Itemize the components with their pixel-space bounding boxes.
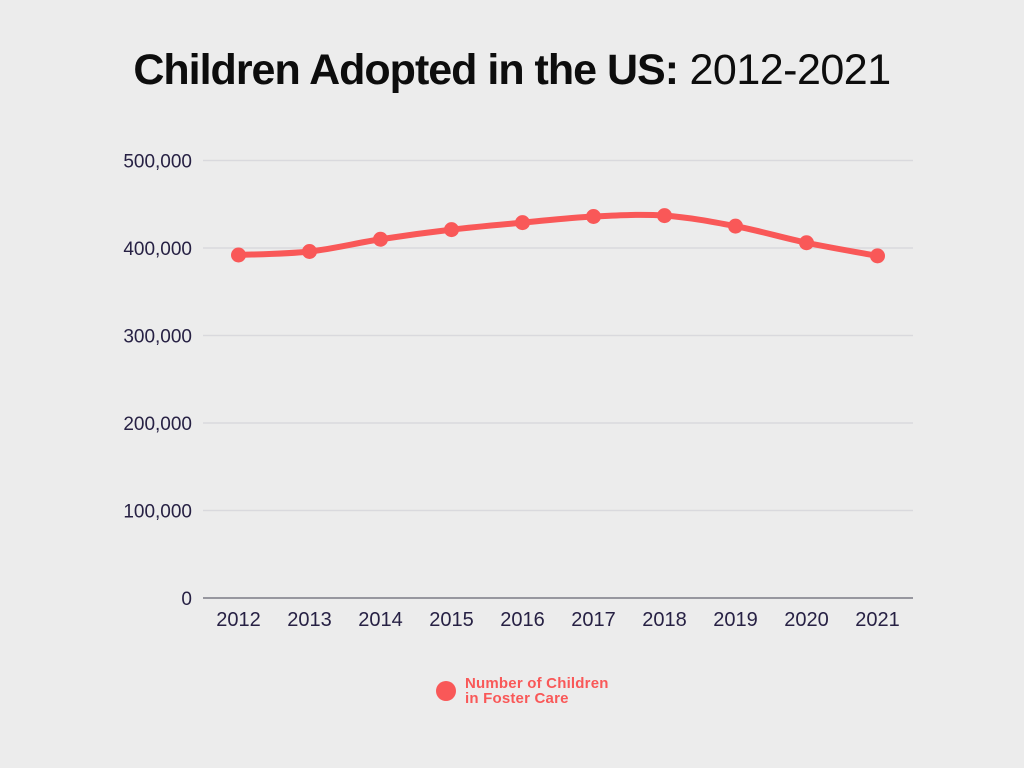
chart-title-years: 2012-2021	[678, 46, 891, 94]
x-tick-label: 2015	[429, 609, 474, 631]
data-point-marker	[657, 208, 672, 224]
chart-title-main: Children Adopted in the US:	[133, 46, 679, 94]
series-line	[235, 211, 881, 259]
data-point-marker	[870, 248, 885, 264]
data-point-marker	[586, 209, 601, 224]
legend-label-line1: Number of Children	[465, 675, 609, 692]
x-tick-label: 2021	[855, 609, 900, 631]
data-point-marker	[444, 222, 459, 238]
x-tick-label: 2019	[713, 609, 758, 631]
x-tick-label: 2016	[500, 609, 545, 631]
y-tick-label: 300,000	[123, 327, 192, 348]
x-tick-label: 2012	[216, 609, 261, 631]
data-point-marker	[728, 218, 743, 234]
y-axis-tick-labels: 0 100,000 200,000 300,000 400,000 500,000	[123, 152, 192, 611]
data-point-marker	[515, 215, 530, 231]
chart-title: Children Adopted in the US: 2012-2021	[0, 46, 1024, 95]
data-point-marker	[231, 247, 246, 263]
data-point-marker	[799, 235, 814, 251]
y-tick-label: 0	[181, 589, 192, 610]
x-axis-tick-labels: 2012 2013 2014 2015 2016 2017 2018 2019 2020 2021	[216, 609, 900, 631]
y-tick-label: 500,000	[123, 152, 192, 173]
x-tick-label: 2017	[571, 609, 616, 631]
line-chart: 0 100,000 200,000 300,000 400,000 500,000 2012…	[123, 152, 913, 631]
x-tick-label: 2013	[287, 609, 332, 631]
y-tick-label: 200,000	[123, 414, 192, 435]
data-points	[231, 208, 885, 264]
x-tick-label: 2020	[784, 609, 829, 631]
chart-legend: Number of Children in Foster Care	[436, 676, 609, 706]
y-tick-label: 100,000	[123, 502, 192, 523]
x-tick-label: 2014	[358, 609, 403, 631]
legend-label: Number of Children in Foster Care	[465, 676, 609, 706]
gridlines	[203, 159, 913, 599]
data-point-marker	[302, 244, 317, 259]
x-tick-label: 2018	[642, 609, 687, 631]
legend-label-line2: in Foster Care	[465, 690, 569, 707]
data-point-marker	[373, 231, 388, 247]
y-tick-label: 400,000	[123, 239, 192, 260]
legend-marker-icon	[436, 681, 456, 701]
